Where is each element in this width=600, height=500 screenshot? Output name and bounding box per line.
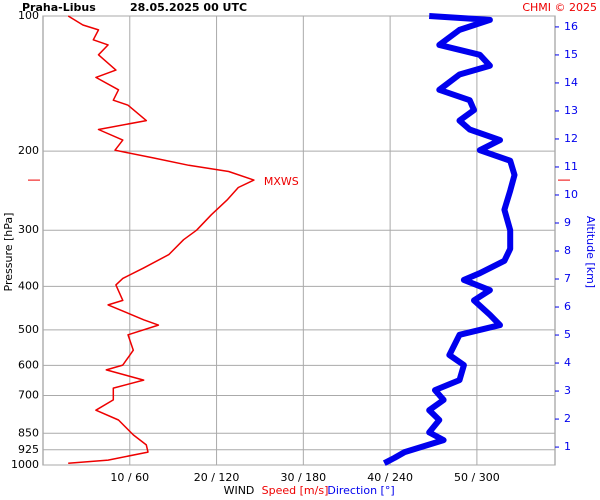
y-tick-label: 300 <box>18 223 39 236</box>
x-tick-label: 30 / 180 <box>280 471 326 484</box>
y2-tick-label: 8 <box>564 244 571 257</box>
y-tick-label: 500 <box>18 323 39 336</box>
legend-entry: Direction [°] <box>327 484 394 497</box>
y-tick-label: 850 <box>18 426 39 439</box>
y2-tick-label: 16 <box>564 20 578 33</box>
y-axis-label: Pressure [hPa] <box>2 213 15 292</box>
credit: CHMI © 2025 <box>522 1 597 14</box>
y2-tick-label: 4 <box>564 356 571 369</box>
legend-entry: Speed [m/s] <box>262 484 329 497</box>
y2-tick-label: 10 <box>564 188 578 201</box>
x-tick-label: 20 / 120 <box>194 471 240 484</box>
y-tick-label: 925 <box>18 443 39 456</box>
plot-frame <box>42 15 556 466</box>
y-tick-label: 100 <box>18 9 39 22</box>
y2-tick-label: 3 <box>564 384 571 397</box>
y2-tick-label: 7 <box>564 272 571 285</box>
y2-tick-label: 6 <box>564 300 571 313</box>
y2-tick-label: 2 <box>564 412 571 425</box>
speed-line <box>67 15 255 464</box>
y2-tick-label: 9 <box>564 216 571 229</box>
x-tick-label: 50 / 300 <box>454 471 500 484</box>
annotation: MXWS <box>264 175 299 188</box>
y2-tick-label: 14 <box>564 76 578 89</box>
y-tick-label: 200 <box>18 144 39 157</box>
chart-title: Praha-Libus <box>22 1 96 14</box>
y2-tick-label: 12 <box>564 132 578 145</box>
y-tick-label: 400 <box>18 279 39 292</box>
y-tick-label: 600 <box>18 358 39 371</box>
chart-subtitle: 28.05.2025 00 UTC <box>130 1 247 14</box>
y2-tick-label: 11 <box>564 160 578 173</box>
y2-tick-label: 15 <box>564 48 578 61</box>
x-tick-label: 10 / 60 <box>110 471 149 484</box>
y2-tick-label: 5 <box>564 328 571 341</box>
y2-tick-label: 1 <box>564 440 571 453</box>
y-tick-label: 1000 <box>11 458 39 471</box>
y2-tick-label: 13 <box>564 104 578 117</box>
x-tick-label: 40 / 240 <box>367 471 413 484</box>
direction-line <box>382 13 518 466</box>
y2-axis-label: Altitude [km] <box>584 216 597 288</box>
x-axis-label: WIND <box>224 484 255 497</box>
y-tick-label: 700 <box>18 388 39 401</box>
